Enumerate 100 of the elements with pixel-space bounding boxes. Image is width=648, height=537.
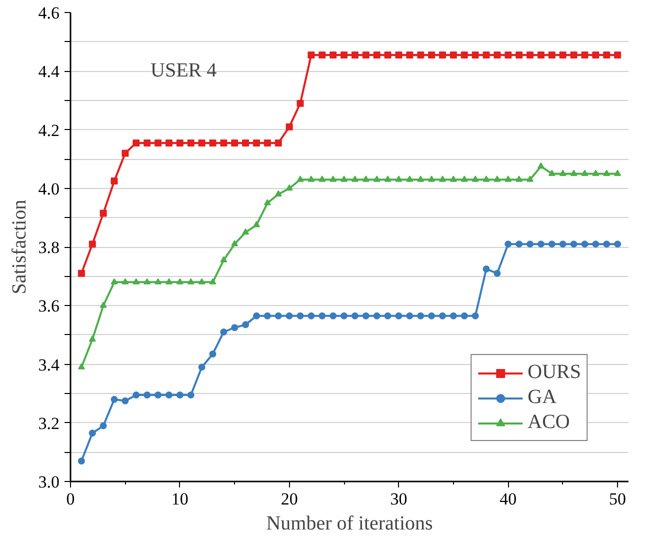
- point: [570, 240, 578, 248]
- point: [154, 278, 162, 284]
- y-tick-label: 3.8: [38, 238, 60, 257]
- point: [351, 52, 358, 59]
- point: [110, 278, 118, 284]
- y-tick-label: 4.4: [38, 62, 60, 82]
- point: [581, 170, 588, 176]
- point: [88, 430, 96, 437]
- point: [253, 221, 260, 228]
- point: [395, 176, 402, 182]
- legend-label: OURS: [528, 361, 581, 384]
- point: [548, 52, 556, 59]
- point: [603, 52, 610, 59]
- point: [296, 176, 304, 182]
- point: [384, 312, 392, 320]
- point: [406, 52, 414, 59]
- point: [286, 312, 293, 320]
- point: [603, 240, 610, 248]
- point: [614, 52, 622, 59]
- point: [330, 176, 337, 182]
- point: [110, 396, 118, 403]
- point: [78, 270, 85, 277]
- y-tick-label: 3.6: [38, 296, 60, 316]
- point: [417, 176, 424, 182]
- point: [406, 312, 414, 320]
- point: [318, 176, 326, 182]
- point: [308, 52, 315, 59]
- point: [296, 100, 304, 107]
- point: [482, 265, 490, 272]
- y-tick-label: 3.4: [38, 355, 60, 374]
- point: [264, 312, 271, 320]
- point: [187, 139, 194, 146]
- point: [78, 457, 85, 464]
- point: [439, 312, 446, 320]
- point: [78, 363, 85, 370]
- point: [144, 392, 151, 399]
- point: [581, 52, 588, 59]
- point: [504, 176, 512, 182]
- point: [242, 228, 250, 235]
- point: [428, 176, 436, 182]
- point: [395, 52, 402, 59]
- point: [494, 270, 501, 277]
- point: [274, 312, 282, 320]
- point: [318, 312, 326, 320]
- point: [165, 278, 172, 284]
- point: [330, 52, 337, 59]
- point: [253, 139, 260, 146]
- point: [198, 364, 206, 371]
- point: [132, 139, 140, 146]
- point: [187, 278, 194, 284]
- y-tick-label: 4.2: [38, 120, 60, 140]
- point: [373, 52, 380, 59]
- annotation: USER 4: [150, 60, 217, 82]
- point: [100, 210, 107, 217]
- point: [176, 139, 184, 146]
- point: [100, 422, 107, 430]
- point: [362, 176, 370, 182]
- x-tick-label: 40: [500, 490, 517, 508]
- point: [450, 52, 457, 59]
- point: [384, 176, 392, 182]
- point: [110, 178, 118, 185]
- point: [340, 176, 348, 182]
- point: [187, 392, 194, 399]
- point: [482, 52, 490, 59]
- x-tick-label: 10: [171, 490, 188, 508]
- point: [439, 52, 446, 59]
- point: [362, 52, 370, 59]
- x-tick-label: 30: [390, 490, 408, 508]
- point: [351, 176, 358, 182]
- point: [286, 123, 293, 130]
- point: [373, 312, 380, 320]
- point: [296, 312, 304, 320]
- point: [450, 312, 457, 320]
- point: [176, 392, 184, 399]
- y-tick-label: 3.0: [38, 472, 60, 492]
- point: [274, 139, 282, 146]
- point: [231, 240, 238, 246]
- point: [428, 52, 436, 59]
- point: [198, 139, 206, 146]
- point: [526, 240, 534, 248]
- point: [526, 176, 534, 182]
- point: [614, 170, 622, 176]
- point: [537, 240, 544, 248]
- point: [603, 170, 610, 176]
- point: [450, 176, 457, 182]
- point: [308, 312, 315, 320]
- y-tick-label: 4.0: [38, 179, 60, 198]
- point: [559, 52, 566, 59]
- point: [439, 176, 446, 182]
- point: [362, 312, 370, 320]
- point: [122, 278, 129, 284]
- legend-label: ACO: [528, 411, 570, 434]
- point: [122, 397, 129, 404]
- point: [220, 328, 228, 336]
- point: [340, 312, 348, 320]
- point: [220, 256, 228, 262]
- y-tick-label: 3.2: [38, 414, 60, 433]
- point: [231, 139, 238, 146]
- point: [417, 312, 424, 320]
- point: [504, 52, 512, 59]
